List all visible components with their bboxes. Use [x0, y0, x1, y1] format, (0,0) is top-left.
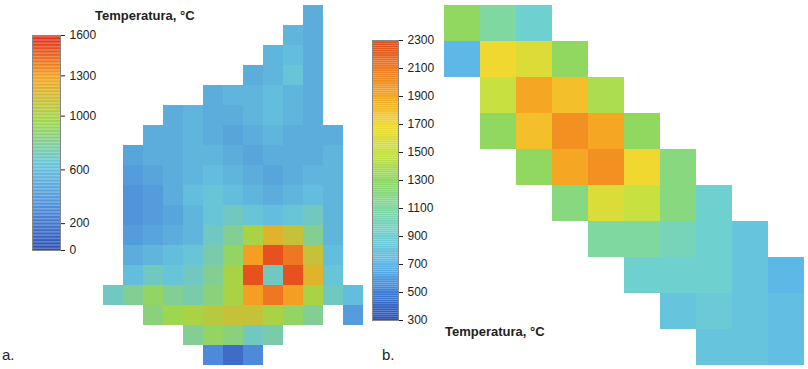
- svg-text:1100: 1100: [408, 201, 434, 215]
- svg-text:600: 600: [70, 163, 90, 177]
- svg-text:1500: 1500: [408, 145, 435, 159]
- svg-text:0: 0: [70, 243, 77, 257]
- html-text:b.: b.: [382, 346, 395, 363]
- svg-text:1900: 1900: [408, 89, 435, 103]
- svg-text:900: 900: [408, 229, 428, 243]
- svg-text:2300: 2300: [408, 33, 435, 47]
- svg-text:1700: 1700: [408, 117, 435, 131]
- html-text:Temperatura, °C: Temperatura, °C: [445, 324, 545, 339]
- html-text:a.: a.: [2, 346, 15, 363]
- svg-text:300: 300: [408, 313, 428, 327]
- svg-text:500: 500: [408, 285, 428, 299]
- svg-text:1000: 1000: [70, 109, 97, 123]
- svg-text:1300: 1300: [408, 173, 435, 187]
- svg-text:1300: 1300: [70, 69, 97, 83]
- html-text:Temperatura, °C: Temperatura, °C: [95, 8, 195, 23]
- svg-text:2100: 2100: [408, 61, 435, 75]
- svg-text:200: 200: [70, 216, 90, 230]
- svg-text:700: 700: [408, 257, 428, 271]
- svg-text:1600: 1600: [70, 28, 97, 42]
